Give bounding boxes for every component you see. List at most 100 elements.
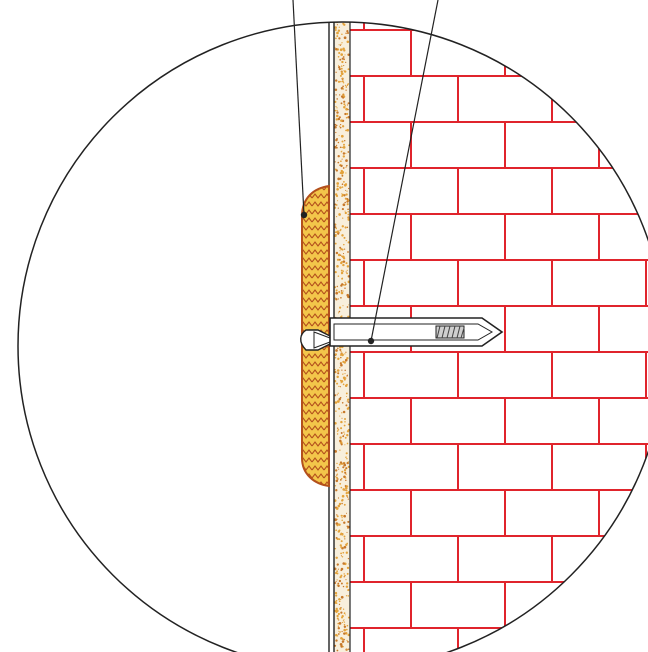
- plaster-speck: [348, 0, 350, 2]
- plaster-speck: [341, 6, 342, 7]
- plaster-speck: [341, 255, 345, 259]
- plaster-speck: [335, 71, 337, 73]
- plaster-speck: [336, 579, 338, 581]
- plaster-speck: [345, 484, 347, 487]
- plaster-speck: [348, 187, 350, 190]
- plaster-speck: [341, 369, 343, 371]
- plaster-speck: [340, 533, 342, 535]
- plaster-speck: [345, 456, 347, 458]
- plaster-speck: [341, 174, 344, 177]
- plaster-speck: [347, 208, 349, 211]
- plaster-speck: [341, 353, 344, 357]
- plaster-speck: [342, 562, 345, 565]
- plaster-speck: [345, 89, 347, 91]
- plaster-speck: [340, 254, 342, 256]
- plaster-speck: [335, 489, 338, 492]
- plaster-speck: [347, 68, 350, 71]
- plaster-speck: [345, 473, 347, 475]
- plaster-speck: [339, 186, 342, 189]
- plaster-speck: [342, 155, 345, 158]
- plaster-speck: [345, 491, 348, 495]
- plaster-speck: [335, 476, 338, 479]
- plaster-speck: [343, 93, 345, 95]
- plaster-speck: [336, 369, 340, 372]
- plaster-speck: [344, 444, 346, 446]
- plaster-speck: [344, 632, 348, 635]
- plaster-speck: [336, 474, 338, 476]
- plaster-speck: [339, 229, 342, 231]
- plaster-speck: [341, 70, 343, 72]
- plaster-speck: [343, 36, 347, 40]
- plaster-speck: [339, 164, 341, 167]
- plaster-speck: [336, 524, 339, 527]
- plaster-speck: [345, 107, 348, 111]
- plaster-speck: [338, 603, 341, 606]
- plaster-speck: [342, 253, 345, 255]
- plaster-speck: [343, 181, 345, 183]
- plaster-speck: [346, 525, 349, 528]
- plaster-speck: [340, 616, 344, 619]
- plaster-speck: [337, 161, 340, 164]
- plaster-speck: [343, 503, 346, 506]
- plaster-speck: [338, 346, 342, 349]
- plaster-speck: [335, 251, 339, 255]
- plaster-speck: [344, 421, 346, 423]
- plaster-speck: [342, 263, 345, 267]
- plaster-speck: [344, 197, 347, 200]
- plaster-speck: [336, 649, 339, 652]
- plaster-speck: [343, 139, 346, 142]
- plaster-speck: [343, 612, 346, 614]
- plaster-speck: [346, 572, 349, 575]
- plaster-speck: [336, 514, 338, 516]
- plaster-speck: [347, 1, 349, 3]
- plaster-speck: [340, 598, 342, 601]
- plaster-speck: [336, 584, 339, 586]
- plaster-speck: [341, 183, 344, 186]
- plaster-speck: [345, 392, 348, 395]
- plaster-speck: [341, 193, 343, 195]
- plaster-speck: [346, 128, 350, 132]
- plaster-speck: [344, 353, 346, 355]
- plaster-speck: [342, 203, 346, 207]
- plaster-speck: [346, 226, 349, 229]
- plaster-speck: [345, 628, 348, 631]
- plaster-speck: [347, 83, 349, 86]
- plaster-speck: [345, 351, 347, 353]
- plaster-speck: [341, 260, 343, 263]
- plaster-speck: [344, 5, 345, 6]
- plaster-speck: [347, 398, 350, 401]
- plaster-speck: [340, 514, 343, 517]
- plaster-speck: [336, 107, 338, 109]
- plaster-speck: [340, 443, 343, 446]
- detail-circle-outline: [17, 21, 648, 652]
- plaster-speck: [342, 383, 345, 386]
- plaster-speck: [339, 44, 342, 46]
- plaster-speck: [343, 463, 347, 467]
- plaster-speck: [337, 347, 339, 350]
- plaster-speck: [334, 125, 337, 129]
- plaster-speck: [336, 230, 339, 234]
- plaster-speck: [338, 67, 341, 71]
- plaster-speck: [343, 619, 345, 621]
- plaster-speck: [348, 3, 349, 4]
- plaster-speck: [337, 633, 340, 635]
- plaster-speck: [343, 632, 346, 635]
- plaster-speck: [348, 304, 350, 306]
- plaster-speck: [347, 115, 350, 119]
- plaster-speck: [336, 375, 339, 379]
- plaster-speck: [335, 1, 336, 2]
- plaster-speck: [342, 515, 344, 517]
- plaster-speck: [336, 400, 340, 403]
- plaster-speck: [341, 498, 344, 502]
- plaster-speck: [336, 7, 338, 9]
- plaster-speck: [345, 116, 348, 119]
- plaster-speck: [343, 628, 347, 632]
- plaster-speck: [335, 118, 339, 121]
- plaster-speck: [344, 287, 346, 289]
- plaster-speck: [339, 575, 342, 579]
- plaster-speck: [341, 0, 344, 3]
- plaster-speck: [336, 35, 339, 38]
- plaster-speck: [340, 595, 344, 599]
- plaster-speck: [341, 60, 344, 64]
- plaster-speck: [347, 595, 350, 597]
